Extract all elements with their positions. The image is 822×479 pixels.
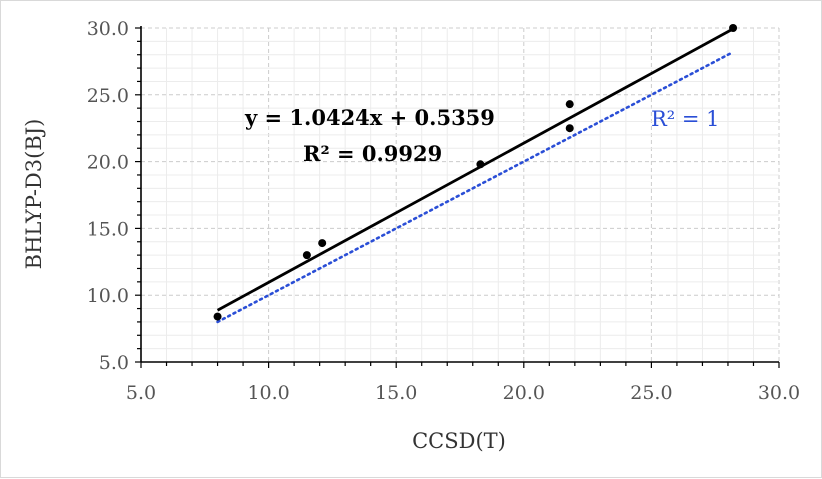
y-tick-label: 15.0 — [87, 218, 129, 240]
x-tick-label: 5.0 — [126, 382, 156, 404]
grid — [140, 27, 780, 363]
x-tick-label: 15.0 — [375, 382, 417, 404]
data-point — [476, 160, 485, 169]
fit-equation-label: y = 1.0424x + 0.5359 — [244, 105, 495, 130]
y-axis-title: BHLYP-D3(BJ) — [22, 119, 46, 270]
reference-line — [216, 50, 735, 324]
tick-labels: 5.0 10.0 15.0 20.0 25.0 30.0 5.0 10.0 15.0 20.0 25… — [87, 18, 800, 404]
reference-r-squared-label: R² = 1 — [651, 107, 720, 131]
y-tick-label: 5.0 — [99, 352, 129, 374]
data-point — [213, 312, 222, 321]
data-point — [302, 251, 311, 260]
x-tick-label: 20.0 — [503, 382, 545, 404]
data-point — [318, 239, 327, 248]
y-tick-label: 10.0 — [87, 285, 129, 307]
axes — [135, 26, 780, 368]
x-tick-label: 10.0 — [247, 382, 289, 404]
fit-line — [216, 27, 734, 312]
x-tick-label: 25.0 — [630, 382, 672, 404]
y-tick-label: 25.0 — [87, 85, 129, 107]
data-point — [565, 100, 574, 109]
y-tick-label: 20.0 — [87, 152, 129, 174]
data-point — [565, 124, 574, 133]
fit-r-squared-label: R² = 0.9929 — [303, 141, 442, 166]
lines — [216, 27, 735, 324]
data-point — [729, 24, 738, 32]
y-tick-label: 30.0 — [87, 18, 129, 40]
x-tick-label: 30.0 — [758, 382, 800, 404]
data-points — [213, 24, 738, 321]
x-axis-title: CCSD(T) — [412, 429, 506, 453]
